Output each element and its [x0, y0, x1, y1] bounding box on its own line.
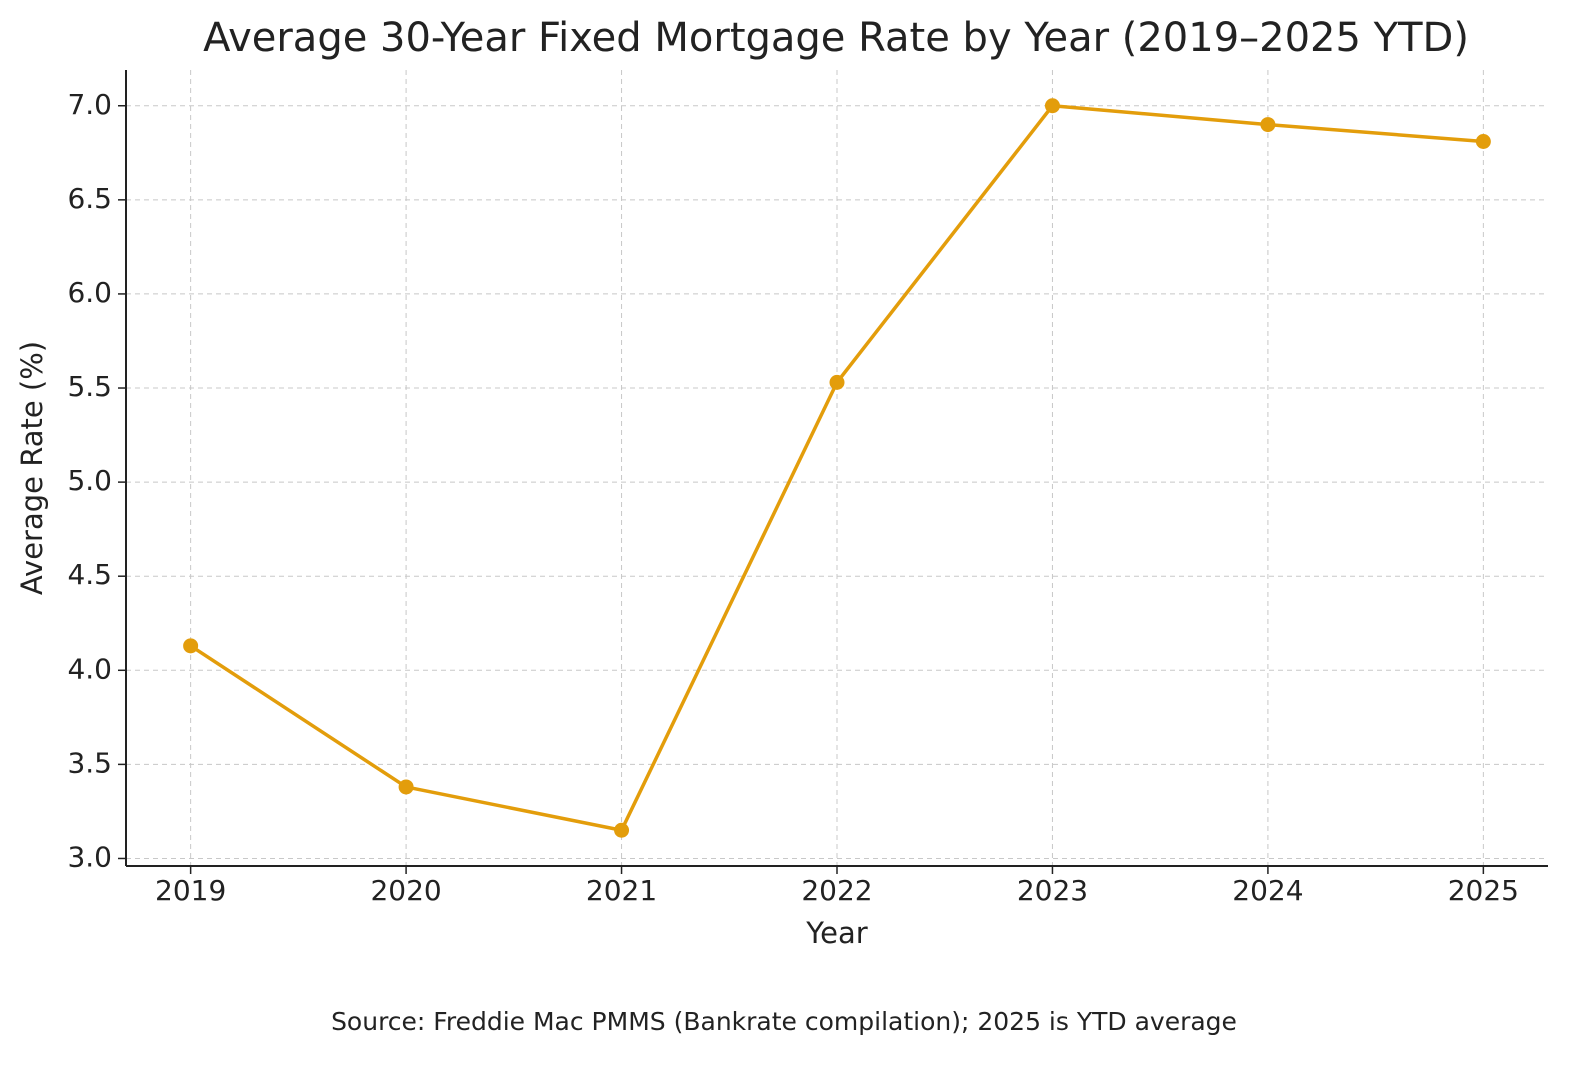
y-tick-label: 5.5	[67, 370, 112, 403]
y-tick-label: 4.5	[67, 558, 112, 591]
point	[614, 822, 630, 838]
y-axis-label: Average Rate (%)	[15, 341, 49, 595]
x-tick-label: 2021	[586, 874, 657, 907]
x-tick-label: 2019	[155, 874, 226, 907]
x-axis-label: Year	[805, 916, 867, 950]
y-tick-label: 3.5	[67, 746, 112, 779]
x-tick-label: 2025	[1448, 874, 1519, 907]
y-tick-label: 4.0	[67, 652, 112, 685]
point	[183, 638, 199, 654]
x-tick-label: 2024	[1232, 874, 1303, 907]
source-note: Source: Freddie Mac PMMS (Bankrate compi…	[331, 1007, 1237, 1036]
y-tick-label: 6.5	[67, 182, 112, 215]
y-tick-label: 6.0	[67, 276, 112, 309]
x-tick-label: 2022	[801, 874, 872, 907]
point	[398, 779, 414, 795]
point	[1475, 134, 1491, 150]
y-tick-label: 3.0	[67, 840, 112, 873]
y-tick-label: 5.0	[67, 464, 112, 497]
x-tick-label: 2020	[370, 874, 441, 907]
y-tick-label: 7.0	[67, 88, 112, 121]
point	[1260, 117, 1276, 133]
x-tick-label: 2023	[1017, 874, 1088, 907]
point	[829, 374, 845, 390]
chart-title: Average 30-Year Fixed Mortgage Rate by Y…	[203, 15, 1469, 61]
point	[1044, 98, 1060, 114]
